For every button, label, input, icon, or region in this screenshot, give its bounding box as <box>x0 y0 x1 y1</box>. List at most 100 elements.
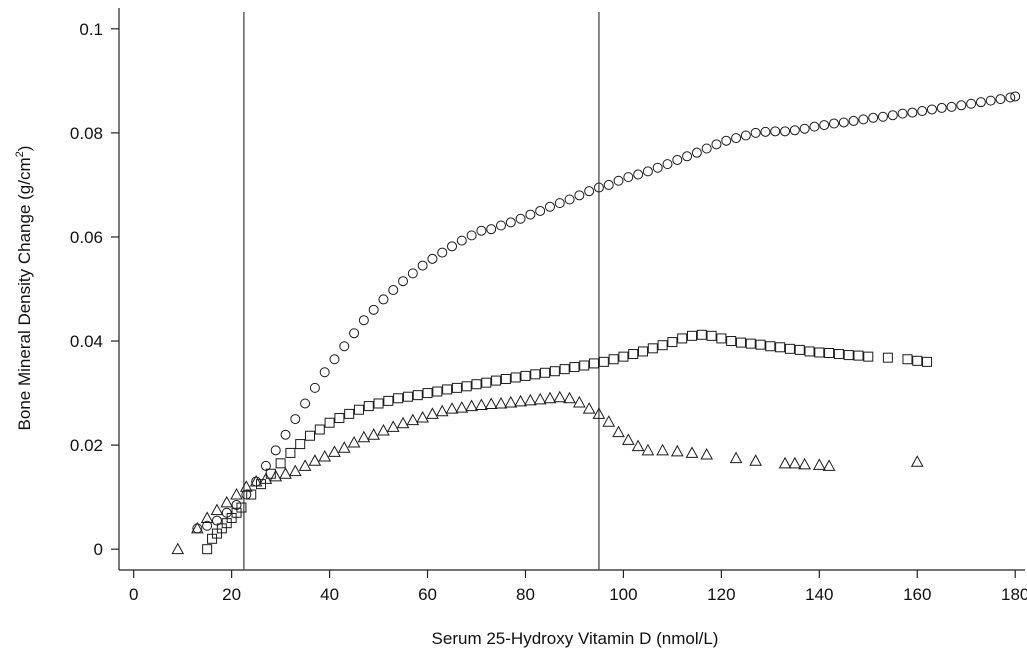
square-point <box>442 384 453 395</box>
square-point <box>275 458 286 469</box>
circle-point <box>662 159 673 170</box>
square-point <box>334 413 345 424</box>
square-point <box>765 341 776 352</box>
square-point <box>686 330 697 341</box>
triangle-point <box>812 458 826 470</box>
x-tick-label: 80 <box>516 585 535 604</box>
square-point <box>902 354 913 365</box>
triangle-point <box>318 450 332 462</box>
triangle-point <box>592 407 606 419</box>
square-point <box>638 346 649 357</box>
circle-point <box>887 110 898 121</box>
square-point <box>432 386 443 397</box>
circle-point <box>300 398 311 409</box>
circle-point <box>917 106 928 117</box>
triangle-point <box>377 424 390 436</box>
square-point <box>804 346 815 357</box>
circle-point <box>1010 91 1021 102</box>
triangle-point <box>426 407 439 419</box>
square-point <box>667 337 678 348</box>
square-point <box>285 447 296 458</box>
circle-point <box>584 186 595 197</box>
circle-point <box>329 354 340 365</box>
circle-point <box>495 220 506 231</box>
square-point <box>628 349 639 360</box>
circle-point <box>407 268 418 279</box>
triangle-point <box>259 472 273 484</box>
square-point <box>775 342 786 353</box>
square-point <box>706 330 717 341</box>
circle-point <box>985 95 996 106</box>
square-point <box>559 364 570 375</box>
circle-point <box>946 101 957 112</box>
triangle-point <box>910 455 924 467</box>
circle-point <box>691 147 702 158</box>
circle-point <box>319 367 330 378</box>
y-tick-label: 0.08 <box>70 124 103 143</box>
square-point <box>530 369 541 380</box>
plot-area: 0 0.02 0.04 0.06 0.08 0.1 0 20 40 60 80 100 120 140 16… <box>70 8 1027 604</box>
circle-point <box>780 126 791 137</box>
circle-point <box>838 117 849 128</box>
circle-point <box>848 115 859 126</box>
triangle-point <box>788 456 802 469</box>
circle-point <box>789 125 800 136</box>
square-point <box>500 374 511 385</box>
square-point <box>677 333 688 344</box>
circle-point <box>290 414 301 425</box>
circle-point <box>926 104 937 115</box>
circle-point <box>280 429 291 440</box>
triangle-point <box>269 469 283 482</box>
circle-point <box>603 179 614 190</box>
triangle-point <box>288 464 302 477</box>
triangle-point <box>543 391 557 404</box>
square-point <box>814 347 825 358</box>
square-point <box>853 350 864 361</box>
square-point <box>422 388 433 399</box>
triangle-point <box>798 457 811 470</box>
triangle-point <box>602 415 616 427</box>
circle-point <box>378 294 389 305</box>
triangle-point <box>524 393 537 406</box>
triangle-point <box>230 488 243 500</box>
square-point <box>393 393 404 404</box>
triangle-point <box>249 474 263 487</box>
circle-point <box>535 205 546 216</box>
circle-point <box>975 97 986 108</box>
triangle-point <box>239 480 253 492</box>
square-point <box>402 391 413 402</box>
square-point <box>726 336 737 347</box>
x-tick-label: 180 <box>1001 585 1027 604</box>
triangle-point <box>582 402 596 414</box>
square-point <box>843 350 854 361</box>
circle-point <box>476 225 487 236</box>
square-point <box>922 356 933 367</box>
triangle-point <box>631 439 645 452</box>
svg-text:Bone Mineral Density Change (g: Bone Mineral Density Change (g/cm2) <box>14 146 34 431</box>
circle-point <box>417 260 428 271</box>
circle-point <box>956 100 967 111</box>
square-point <box>540 367 551 378</box>
triangle-point <box>573 395 586 408</box>
triangle-point <box>494 396 508 409</box>
triangle-point <box>465 399 478 412</box>
circle-point <box>466 230 477 241</box>
triangle-point <box>641 443 655 456</box>
square-point <box>412 390 423 401</box>
square-point <box>647 343 658 354</box>
circle-point <box>1005 92 1016 103</box>
square-point <box>735 337 746 348</box>
square-point <box>696 329 707 340</box>
circle-point <box>388 285 399 296</box>
square-point <box>353 404 364 415</box>
circle-point <box>868 112 879 123</box>
circle-point <box>682 151 693 162</box>
circle-point <box>339 341 350 352</box>
square-point <box>618 351 629 362</box>
square-point <box>295 439 306 450</box>
triangle-point <box>656 443 669 456</box>
circle-point <box>731 133 742 144</box>
triangle-point <box>435 404 449 417</box>
x-tick-label: 100 <box>609 585 637 604</box>
circle-point <box>309 382 320 393</box>
